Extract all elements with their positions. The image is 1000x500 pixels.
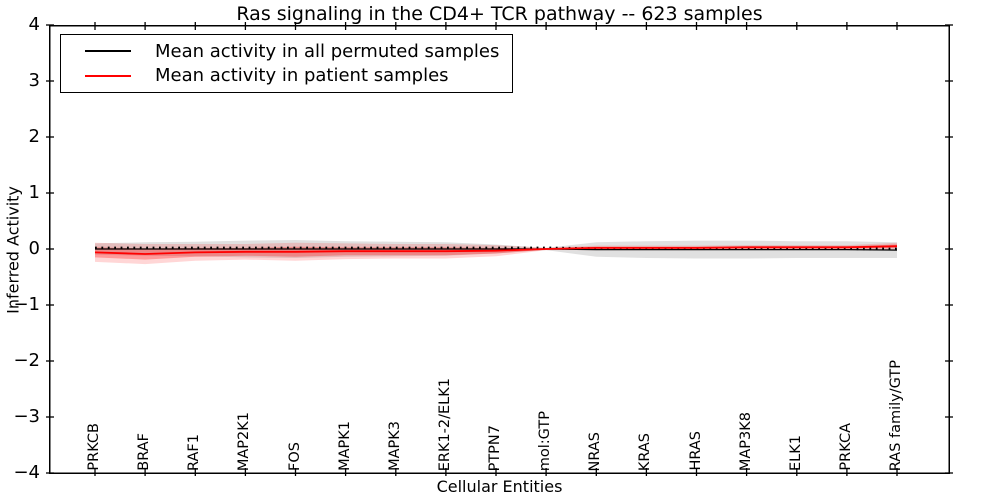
legend-item-permuted: Mean activity in all permuted samples [61,39,512,64]
x-tick-label: KRAS [637,432,654,471]
x-tick-label: mol:GTP [537,410,554,471]
plot-border [49,25,950,474]
y-tick-label: 4 [28,14,40,35]
y-tick-label: −4 [13,462,40,483]
permuted-mean-line [95,248,898,251]
y-tick-label: 3 [28,70,40,91]
y-tick-label: 1 [28,182,40,203]
legend-label-permuted: Mean activity in all permuted samples [155,40,500,62]
x-axis-label: Cellular Entities [436,477,563,496]
x-tick-label: PRKCA [837,423,854,471]
legend-label-patient: Mean activity in patient samples [155,65,449,87]
patient-line-swatch [85,74,131,77]
legend-item-patient: Mean activity in patient samples [61,64,512,89]
x-tick-label: MAPK3 [386,421,403,471]
x-tick-label: MAP2K1 [236,411,253,471]
y-tick-label: 2 [28,126,40,147]
x-tick-label: FOS [286,442,303,471]
mean-lines [94,245,898,255]
x-tick-label: HRAS [687,431,704,471]
x-tick-label: PRKCB [86,423,102,471]
legend: Mean activity in all permuted samples Me… [60,34,513,93]
x-tick-label: NRAS [587,431,604,471]
y-tick-label: −3 [13,406,40,427]
x-tick-label: ELK1 [787,435,804,471]
permuted-line-swatch [85,50,131,53]
x-tick-label: MAPK1 [336,421,353,471]
x-tick-label: RAS family/GTP [888,359,904,471]
chart-title: Ras signaling in the CD4+ TCR pathway --… [236,3,763,25]
x-tick-label: RAF1 [186,434,203,471]
x-tick-label: PTPN7 [487,424,503,471]
x-tick-label: BRAF [136,433,153,471]
x-tick-label: ERK1-2/ELK1 [436,377,453,471]
y-tick-label: −2 [13,350,40,371]
y-tick-label: 0 [28,238,40,259]
x-tick-label: MAP3K8 [737,411,754,471]
patient-mean-line [94,245,898,255]
y-tick-label: −1 [13,294,40,315]
